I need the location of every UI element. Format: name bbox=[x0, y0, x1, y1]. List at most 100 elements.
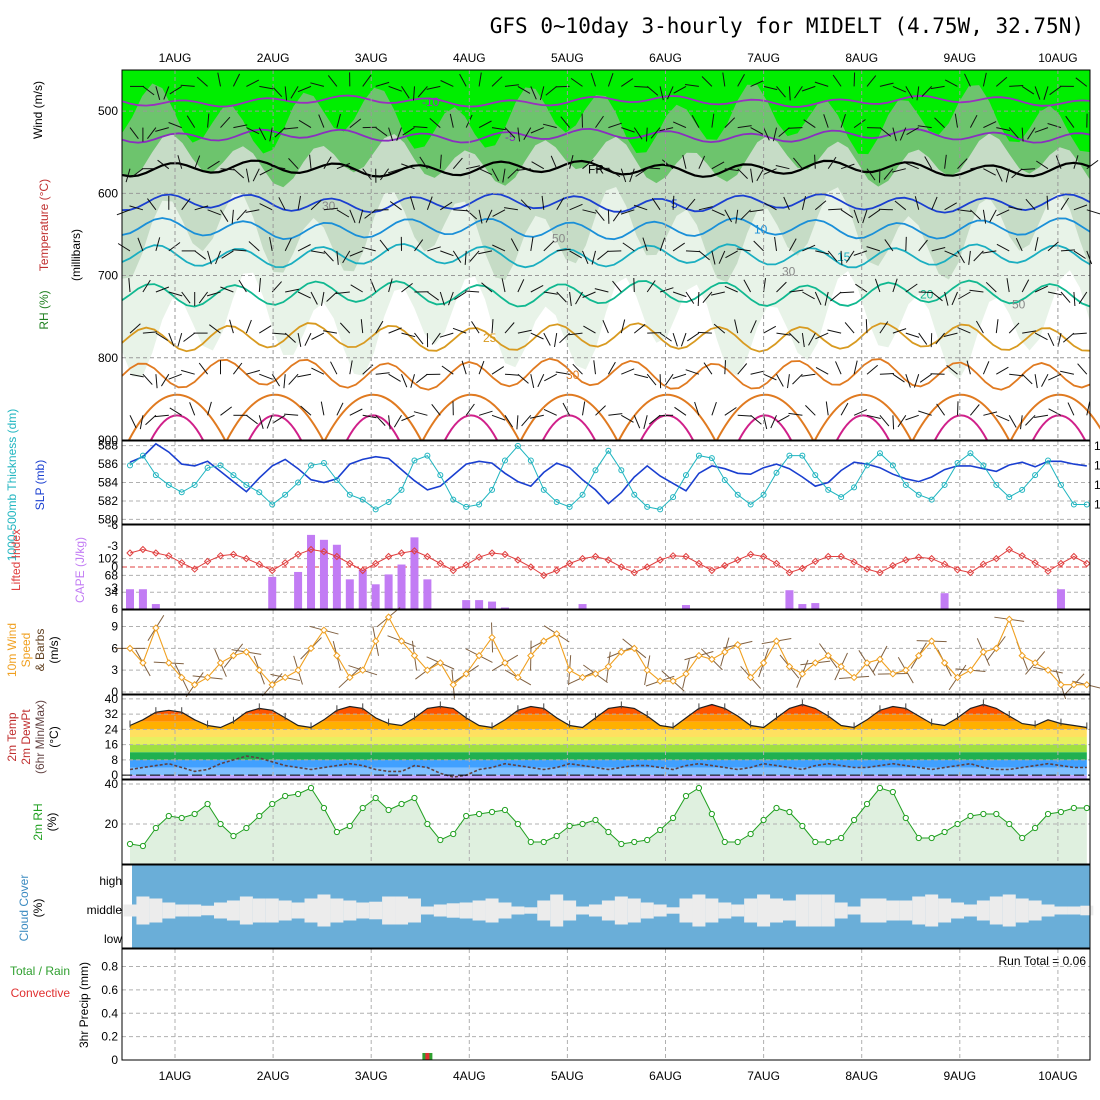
wind-barb bbox=[996, 127, 1011, 131]
slp-point bbox=[864, 462, 871, 469]
wind-speed-point bbox=[462, 670, 470, 678]
rh-contour-label: 30 bbox=[322, 199, 336, 213]
panel-axis-title: RH (%) bbox=[37, 290, 51, 329]
wind-speed-point bbox=[798, 670, 807, 678]
rh-point bbox=[514, 820, 522, 828]
wind-barb bbox=[246, 79, 260, 87]
wind-barb bbox=[874, 278, 881, 293]
panel-frame bbox=[121, 864, 1091, 949]
wind-barb bbox=[492, 244, 506, 252]
rh-point bbox=[553, 832, 560, 840]
wind-barb bbox=[1034, 127, 1049, 133]
wind-barb bbox=[441, 365, 454, 375]
wind-barb bbox=[582, 250, 589, 264]
warm-contour bbox=[618, 394, 716, 441]
y-tick-label: 586 bbox=[98, 457, 118, 471]
wind-barb bbox=[556, 248, 571, 252]
wind-speed-point bbox=[850, 673, 858, 682]
wind-barb bbox=[142, 373, 153, 385]
slp-point bbox=[1006, 494, 1013, 501]
wind-barb bbox=[853, 119, 866, 129]
wind-barb bbox=[530, 332, 544, 340]
wind-barb bbox=[607, 209, 610, 224]
wind-speed-point bbox=[966, 666, 975, 674]
wind-barb bbox=[711, 113, 715, 128]
wind-barb bbox=[283, 374, 286, 389]
lifted-index-point bbox=[346, 559, 354, 568]
wind-barb bbox=[788, 127, 803, 129]
lifted-index-point bbox=[565, 559, 574, 568]
wind-barb bbox=[879, 321, 889, 334]
rh-point bbox=[411, 794, 418, 802]
wind-speed-point bbox=[565, 666, 574, 674]
wind-barb bbox=[783, 196, 790, 211]
slp-point bbox=[178, 489, 185, 496]
lifted-index-point bbox=[307, 545, 315, 554]
wind-barb bbox=[147, 198, 157, 211]
wind-barb bbox=[750, 320, 757, 334]
cape-bar bbox=[410, 537, 419, 609]
rh-point bbox=[682, 792, 690, 800]
slp-point bbox=[825, 486, 832, 493]
wind-speed-point bbox=[527, 651, 535, 660]
cloud-bar bbox=[1002, 894, 1016, 927]
wind-barb bbox=[485, 209, 493, 223]
slp-point bbox=[1032, 472, 1039, 479]
cloud-bar bbox=[201, 905, 215, 916]
wind-barb bbox=[982, 361, 990, 375]
wind-barb bbox=[750, 127, 764, 135]
panel-frame bbox=[121, 948, 1091, 1061]
lifted-index-point bbox=[772, 559, 781, 568]
wind-barb bbox=[1034, 285, 1049, 293]
slp-point bbox=[385, 499, 392, 506]
wind-speed-point bbox=[876, 655, 884, 663]
lifted-index-point bbox=[229, 550, 238, 559]
slp-point bbox=[514, 442, 521, 449]
wind-barb bbox=[259, 325, 272, 334]
rh-point bbox=[773, 804, 780, 812]
wind-barb bbox=[711, 161, 725, 170]
rh-point bbox=[747, 830, 754, 838]
temperature-contour bbox=[121, 94, 1091, 108]
wind-barb bbox=[815, 366, 829, 375]
wind-barb bbox=[543, 332, 551, 346]
slp-point bbox=[773, 469, 780, 476]
wind-barb bbox=[590, 72, 596, 87]
wind-barb bbox=[840, 291, 855, 294]
wind-barb bbox=[221, 250, 234, 259]
slp-point bbox=[980, 462, 987, 469]
wind-barb bbox=[975, 320, 984, 334]
wind-barb bbox=[694, 401, 700, 416]
lifted-index-point bbox=[1083, 559, 1091, 568]
wind-barb bbox=[634, 85, 649, 88]
wind-barb bbox=[516, 168, 531, 171]
slp-point bbox=[747, 501, 754, 508]
cape-bar bbox=[358, 569, 367, 609]
precip-convective-bar bbox=[425, 1052, 430, 1060]
wind-speed-point bbox=[772, 637, 781, 645]
lifted-index-point bbox=[927, 554, 936, 563]
panel-frames bbox=[121, 69, 1091, 1061]
wind-speed-point bbox=[371, 637, 380, 645]
wind-barb bbox=[269, 127, 273, 142]
wind-barb bbox=[539, 86, 545, 101]
top-date-label: 9AUG bbox=[943, 51, 976, 65]
cape-bar bbox=[500, 607, 509, 609]
y-tick-label: 0.2 bbox=[101, 1030, 118, 1044]
warm-contour bbox=[128, 394, 226, 441]
bottom-date-label: 9AUG bbox=[943, 1069, 976, 1083]
warm-contour bbox=[1010, 394, 1100, 441]
wind-barb bbox=[414, 239, 424, 252]
slp-point bbox=[954, 459, 961, 466]
lifted-index-point bbox=[397, 549, 406, 557]
wind-barb bbox=[930, 85, 945, 90]
wind-barb bbox=[936, 403, 946, 416]
wind-barb bbox=[252, 168, 260, 182]
wind-barb bbox=[1048, 408, 1062, 416]
cloud-bar bbox=[795, 894, 809, 927]
wind-barb bbox=[750, 370, 765, 375]
wind-barb bbox=[724, 360, 726, 375]
wind-barb bbox=[142, 86, 155, 96]
wind-barb bbox=[507, 168, 519, 179]
wind-barb bbox=[1086, 401, 1091, 416]
